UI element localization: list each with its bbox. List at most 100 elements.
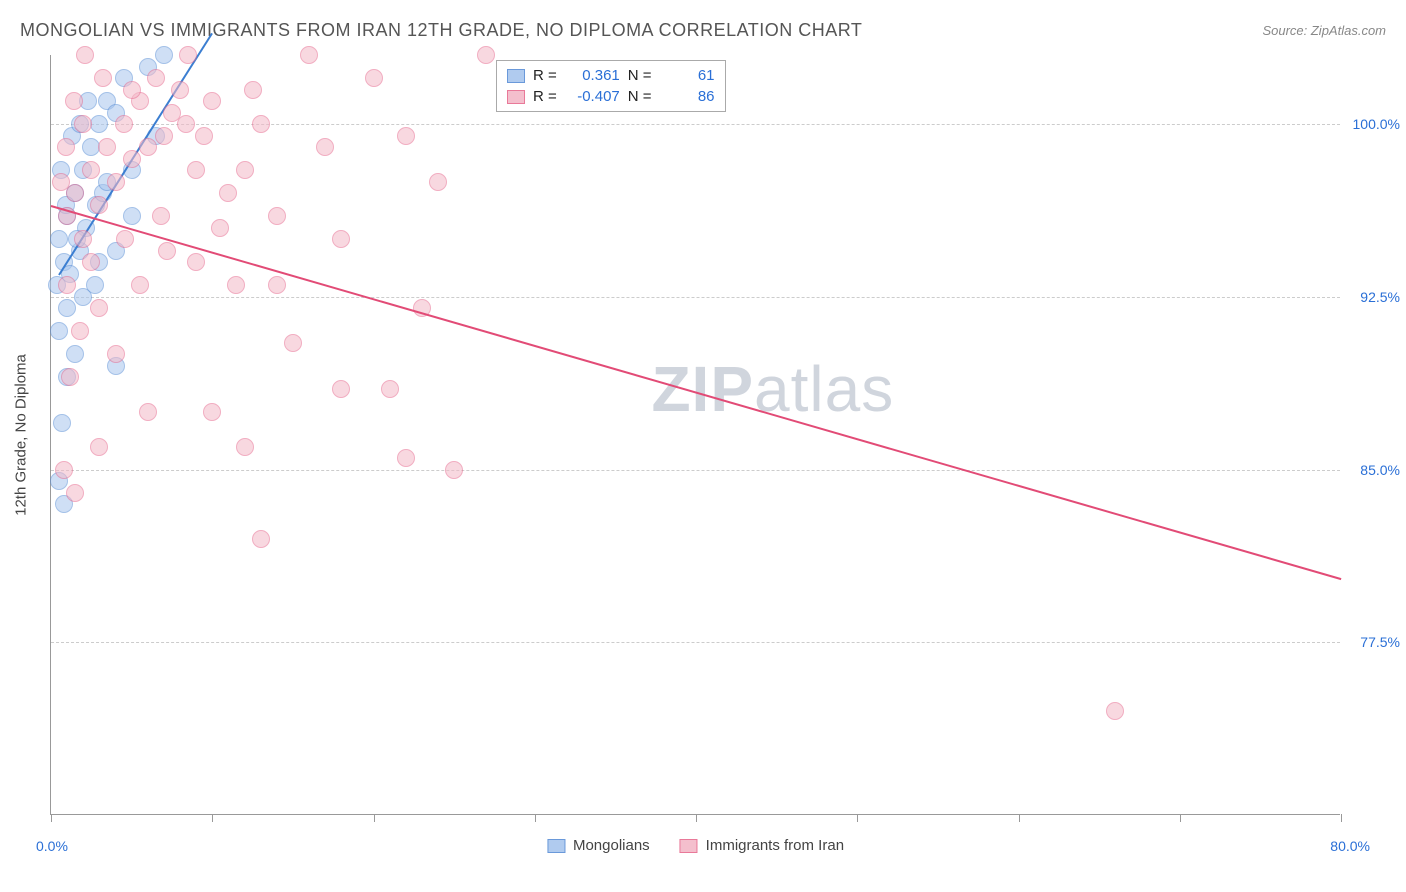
x-tick: [51, 814, 52, 822]
x-tick: [212, 814, 213, 822]
r-label: R =: [533, 88, 557, 105]
legend-item-iran: Immigrants from Iran: [680, 837, 844, 854]
scatter-point: [219, 184, 237, 202]
legend-label-iran: Immigrants from Iran: [706, 837, 844, 854]
y-tick-label: 92.5%: [1360, 289, 1400, 305]
scatter-point: [381, 380, 399, 398]
swatch-mongolians-icon: [547, 839, 565, 853]
scatter-point: [244, 81, 262, 99]
trendline: [51, 205, 1342, 580]
scatter-point: [74, 115, 92, 133]
scatter-point: [155, 46, 173, 64]
y-axis-title: 12th Grade, No Diploma: [13, 354, 30, 516]
r-value-iran: -0.407: [565, 88, 620, 105]
scatter-point: [268, 276, 286, 294]
scatter-point: [123, 207, 141, 225]
x-tick: [1019, 814, 1020, 822]
scatter-point: [66, 484, 84, 502]
source-label: Source: ZipAtlas.com: [1262, 23, 1386, 38]
scatter-point: [52, 173, 70, 191]
y-tick-label: 85.0%: [1360, 462, 1400, 478]
scatter-point: [187, 161, 205, 179]
series-legend: Mongolians Immigrants from Iran: [547, 837, 844, 854]
legend-label-mongolians: Mongolians: [573, 837, 650, 854]
legend-row-iran: R = -0.407 N = 86: [507, 86, 715, 107]
n-label: N =: [628, 67, 652, 84]
scatter-point: [397, 449, 415, 467]
scatter-point: [50, 322, 68, 340]
scatter-point: [123, 81, 141, 99]
scatter-point: [98, 138, 116, 156]
scatter-point: [53, 414, 71, 432]
n-value-mongolians: 61: [660, 67, 715, 84]
r-label: R =: [533, 67, 557, 84]
scatter-point: [58, 299, 76, 317]
y-tick-label: 100.0%: [1353, 116, 1400, 132]
scatter-point: [115, 115, 133, 133]
scatter-point: [86, 276, 104, 294]
scatter-point: [155, 127, 173, 145]
scatter-point: [139, 403, 157, 421]
scatter-point: [195, 127, 213, 145]
chart-title: MONGOLIAN VS IMMIGRANTS FROM IRAN 12TH G…: [20, 20, 862, 41]
x-tick: [857, 814, 858, 822]
x-tick: [374, 814, 375, 822]
scatter-point: [94, 69, 112, 87]
scatter-point: [139, 138, 157, 156]
scatter-point: [71, 322, 89, 340]
scatter-point: [65, 92, 83, 110]
scatter-point: [268, 207, 286, 225]
scatter-point: [211, 219, 229, 237]
swatch-mongolians: [507, 69, 525, 83]
gridline: [51, 470, 1340, 471]
scatter-point: [187, 253, 205, 271]
scatter-point: [284, 334, 302, 352]
scatter-point: [477, 46, 495, 64]
legend-item-mongolians: Mongolians: [547, 837, 650, 854]
scatter-point: [90, 196, 108, 214]
scatter-point: [177, 115, 195, 133]
scatter-point: [365, 69, 383, 87]
scatter-point: [90, 438, 108, 456]
swatch-iran-icon: [680, 839, 698, 853]
scatter-point: [236, 161, 254, 179]
gridline: [51, 297, 1340, 298]
scatter-point: [397, 127, 415, 145]
scatter-point: [90, 115, 108, 133]
scatter-point: [252, 115, 270, 133]
n-value-iran: 86: [660, 88, 715, 105]
scatter-point: [107, 345, 125, 363]
scatter-point: [203, 403, 221, 421]
scatter-point: [74, 230, 92, 248]
n-label: N =: [628, 88, 652, 105]
x-axis-max-label: 80.0%: [1330, 838, 1370, 854]
gridline: [51, 642, 1340, 643]
gridline: [51, 124, 1340, 125]
scatter-point: [429, 173, 447, 191]
legend-row-mongolians: R = 0.361 N = 61: [507, 65, 715, 86]
correlation-legend: R = 0.361 N = 61 R = -0.407 N = 86: [496, 60, 726, 112]
scatter-point: [203, 92, 221, 110]
scatter-point: [116, 230, 134, 248]
scatter-point: [90, 299, 108, 317]
scatter-point: [61, 368, 79, 386]
scatter-point: [58, 276, 76, 294]
scatter-point: [82, 161, 100, 179]
scatter-point: [179, 46, 197, 64]
scatter-point: [316, 138, 334, 156]
y-tick-label: 77.5%: [1360, 634, 1400, 650]
scatter-point: [66, 345, 84, 363]
scatter-point: [252, 530, 270, 548]
scatter-point: [50, 230, 68, 248]
scatter-point: [1106, 702, 1124, 720]
x-tick: [1341, 814, 1342, 822]
swatch-iran: [507, 90, 525, 104]
scatter-point: [445, 461, 463, 479]
x-axis-min-label: 0.0%: [36, 838, 68, 854]
scatter-point: [171, 81, 189, 99]
scatter-point: [152, 207, 170, 225]
scatter-point: [147, 69, 165, 87]
scatter-point: [123, 150, 141, 168]
scatter-point: [76, 46, 94, 64]
scatter-point: [236, 438, 254, 456]
